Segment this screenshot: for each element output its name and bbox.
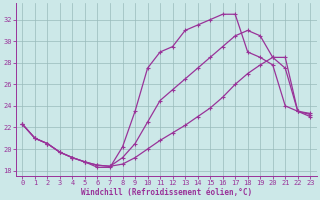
- X-axis label: Windchill (Refroidissement éolien,°C): Windchill (Refroidissement éolien,°C): [81, 188, 252, 197]
